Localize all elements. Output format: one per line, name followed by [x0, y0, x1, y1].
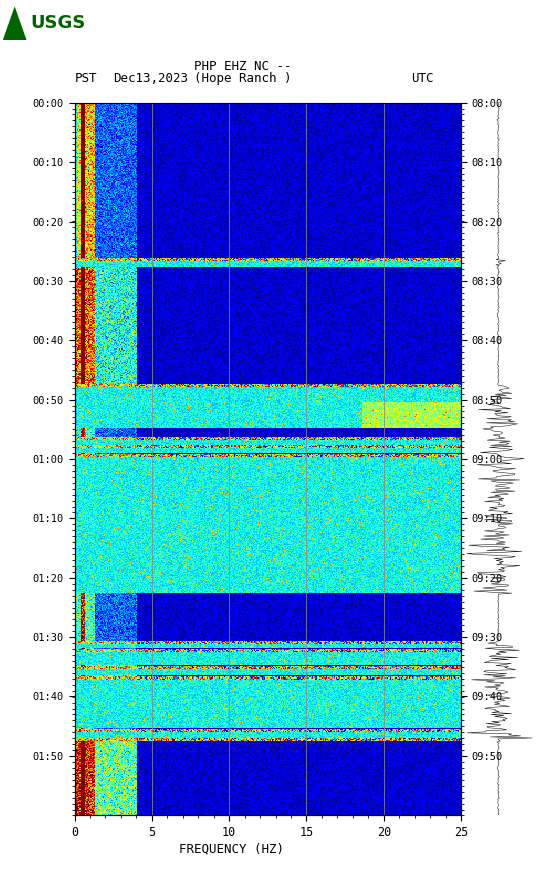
Text: UTC: UTC — [411, 72, 434, 85]
Text: USGS: USGS — [30, 14, 86, 32]
Text: Dec13,2023: Dec13,2023 — [113, 72, 188, 85]
Text: PST: PST — [75, 72, 97, 85]
Text: FREQUENCY (HZ): FREQUENCY (HZ) — [179, 843, 284, 855]
Text: (Hope Ranch ): (Hope Ranch ) — [194, 72, 291, 85]
Polygon shape — [3, 6, 26, 40]
Text: PHP EHZ NC --: PHP EHZ NC -- — [194, 61, 291, 73]
